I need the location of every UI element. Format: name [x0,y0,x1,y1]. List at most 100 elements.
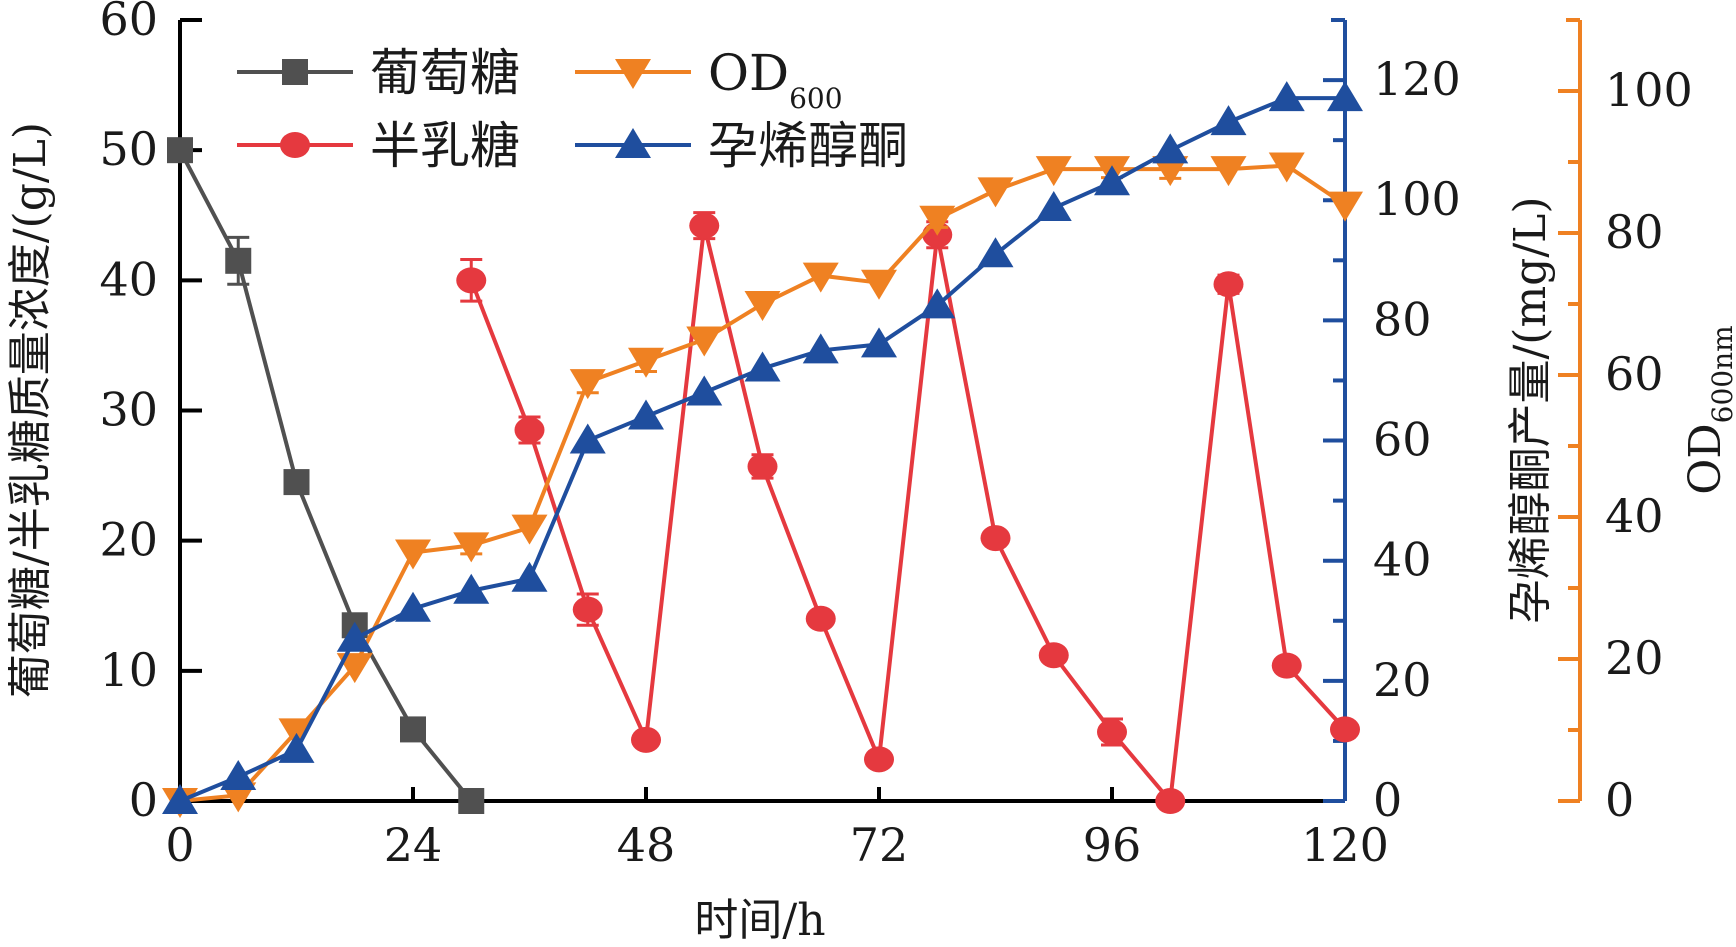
data-point [400,716,426,743]
legend-label: 孕烯醇酮 [708,117,908,175]
data-point [1271,652,1302,679]
right-axis-title-od: OD600nm [1680,325,1736,494]
series-line [178,149,473,803]
x-axis-title: 时间/h [694,895,825,946]
data-point [278,732,315,763]
data-point [336,653,373,684]
legend-marker [280,132,310,158]
data-point [861,269,897,300]
od-label-sub: 600nm [1706,325,1736,423]
data-point [977,237,1014,268]
data-point [628,347,664,378]
legend-marker [615,59,651,89]
x-tick-label: 120 [1301,818,1389,872]
left-tick-label: 30 [99,383,158,437]
left-tick-label: 0 [129,773,158,827]
right-pregnenolone-tick-label: 120 [1373,52,1461,106]
series-line [469,225,1347,806]
data-point [861,327,897,358]
legend-item: OD600 [575,44,843,115]
x-tick-label: 96 [1083,818,1142,872]
data-point [1327,81,1363,112]
data-point [689,212,720,239]
data-point [453,532,490,563]
data-point [686,326,723,357]
x-tick-label: 48 [617,818,676,872]
series-line [179,96,1345,803]
series-3 [162,81,1363,814]
right-od-tick-label: 80 [1605,205,1664,259]
right-od-tick-label: 0 [1605,773,1634,827]
data-point [1035,191,1072,222]
data-point [686,375,723,406]
x-tick-label: 0 [165,818,194,872]
data-point [1155,788,1186,814]
legend-label: OD600 [708,44,843,115]
data-point [980,525,1011,552]
data-point [1268,81,1305,112]
data-point [1152,156,1189,187]
od-label-main: OD [1680,423,1731,494]
legend-label-sub: 600 [789,82,842,115]
data-point [283,469,310,496]
data-point [511,514,548,545]
legend-label: 半乳糖 [370,117,520,175]
data-point [569,423,606,454]
data-point [802,262,839,293]
data-point [511,561,548,592]
legend-marker [615,128,651,158]
right-od-tick-label: 40 [1605,489,1664,543]
left-tick-label: 10 [99,643,158,697]
data-point [1210,156,1247,187]
legend-label: 葡萄糖 [370,44,520,102]
legend-label-main: OD [708,44,789,102]
data-point [919,288,956,319]
right-pregnenolone-tick-label: 40 [1373,533,1432,587]
series-0 [167,137,485,814]
right-pregnenolone-tick-label: 0 [1373,773,1402,827]
right-pregnenolone-tick-label: 20 [1373,653,1432,707]
data-point [395,591,431,622]
left-axis-title: 葡萄糖/半乳糖质量浓度/(g/L) [5,122,56,698]
legend-item: 葡萄糖 [237,44,520,102]
data-point [1035,156,1072,187]
data-point [747,453,778,480]
data-point [1268,152,1305,183]
right-pregnenolone-tick-label: 100 [1373,172,1461,226]
data-point [514,417,545,444]
data-point [167,137,193,164]
legend-marker [282,59,308,85]
data-point [864,746,894,773]
data-point [458,788,485,814]
data-point [1152,133,1189,164]
data-point [919,205,956,236]
left-tick-label: 40 [99,252,158,306]
data-point [1213,271,1244,298]
series-2 [162,152,1363,818]
data-point [805,605,836,632]
data-point [977,177,1014,208]
data-point [802,333,839,364]
data-point [395,539,431,570]
right-axis-title-pregnenolone: 孕烯醇酮产量/(mg/L) [1505,196,1556,623]
data-point [631,726,661,753]
right-od-tick-label: 100 [1605,63,1693,117]
x-tick-label: 72 [850,818,909,872]
data-point [162,784,198,814]
series-layer [162,81,1363,818]
data-point [569,369,606,400]
series-line [179,163,1347,803]
data-point [1327,191,1363,222]
left-tick-label: 50 [99,122,158,176]
right-od-tick-label: 20 [1605,631,1664,685]
left-tick-label: 60 [99,0,158,46]
data-point [225,247,252,274]
data-point [744,351,781,382]
data-point [572,596,603,623]
data-point [453,573,490,604]
x-tick-label: 24 [384,818,443,872]
right-od-tick-label: 60 [1605,347,1664,401]
